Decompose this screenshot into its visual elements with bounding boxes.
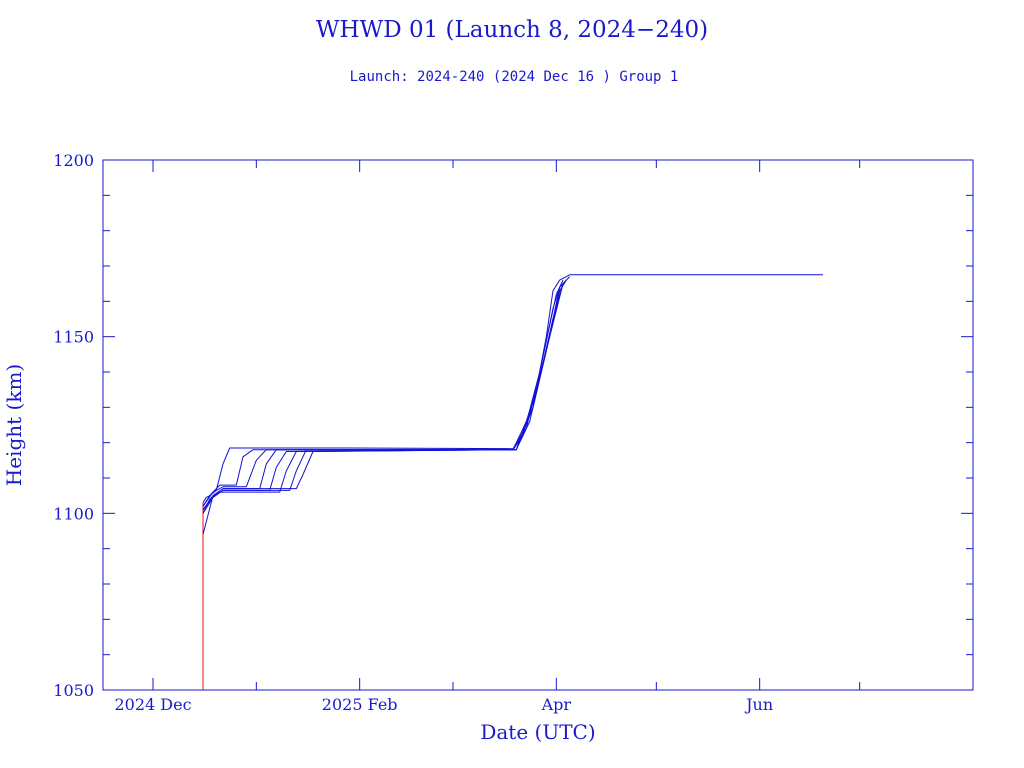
series-line <box>202 279 564 507</box>
y-tick-label: 1050 <box>53 681 94 700</box>
series-line <box>202 283 564 514</box>
series-line <box>202 279 567 511</box>
chart-subtitle: Launch: 2024-240 (2024 Dec 16 ) Group 1 <box>350 69 679 85</box>
y-tick-label: 1200 <box>53 151 94 170</box>
axis-tick-labels: 1050 1100 1150 1200 2024 Dec 2025 Feb Apr Jun <box>53 151 773 714</box>
series-line <box>202 283 564 514</box>
x-tick-label: 2024 Dec <box>114 695 191 714</box>
chart-title: WHWD 01 (Launch 8, 2024−240) <box>316 17 708 43</box>
axis-ticks <box>103 159 973 691</box>
plot-frame <box>102 159 974 691</box>
x-axis-title: Date (UTC) <box>480 720 595 744</box>
series-line <box>202 279 567 511</box>
y-tick-label: 1100 <box>53 504 94 523</box>
x-tick-label: Apr <box>541 695 572 714</box>
series-line <box>202 283 564 535</box>
series-group <box>202 274 823 690</box>
y-axis-title: Height (km) <box>2 364 26 486</box>
x-tick-label: 2025 Feb <box>322 695 398 714</box>
series-line <box>202 276 571 507</box>
series-line <box>202 274 823 503</box>
y-tick-label: 1150 <box>53 328 94 347</box>
x-tick-label: Jun <box>744 695 773 714</box>
